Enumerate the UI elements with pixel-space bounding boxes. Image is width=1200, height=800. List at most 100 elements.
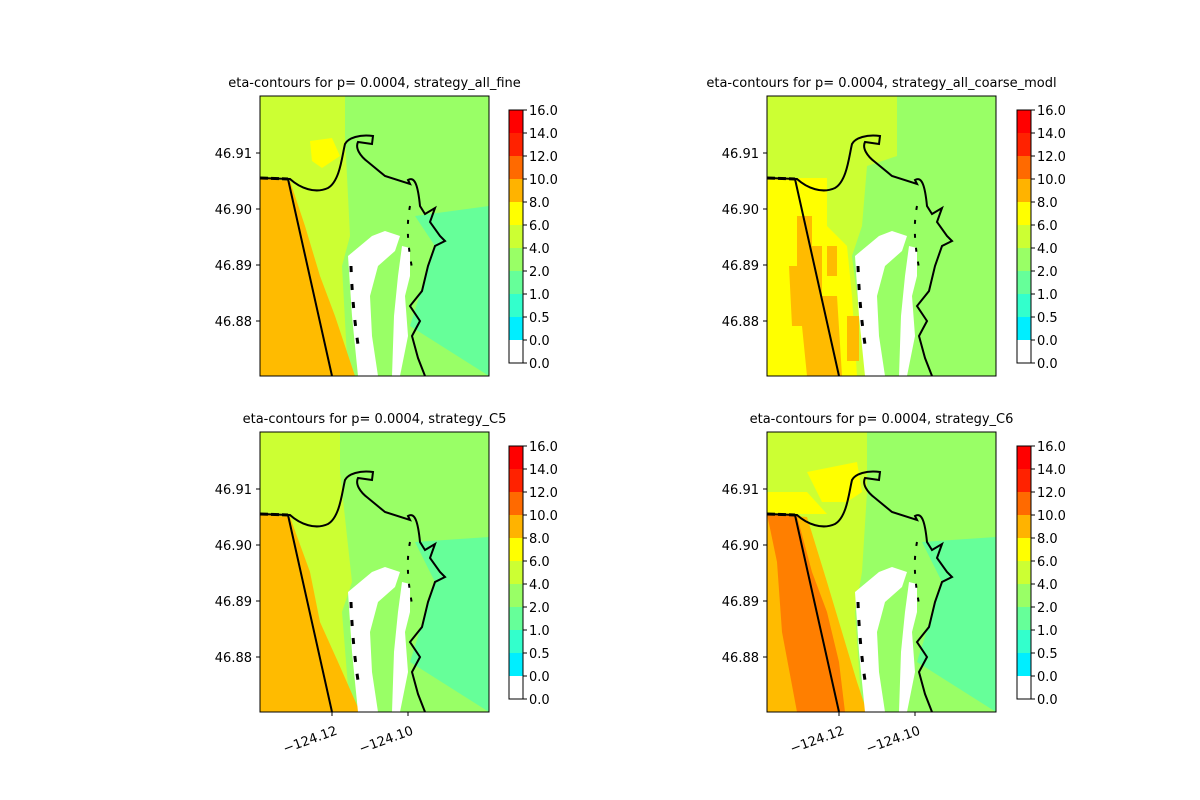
x-tick-label: −124.10 xyxy=(357,724,415,757)
colorbar-tick-label: 16.0 xyxy=(1037,440,1066,455)
colorbar-tick-label: 14.0 xyxy=(1037,463,1066,478)
y-tick-label: 46.91 xyxy=(722,483,759,498)
map-panel: eta-contours for p= 0.0004, strategy_C6 4… xyxy=(722,412,1014,757)
dry-land xyxy=(899,582,917,712)
panel-title: eta-contours for p= 0.0004, strategy_all… xyxy=(706,76,1056,91)
y-tick-label: 46.90 xyxy=(722,539,759,554)
jetty-line xyxy=(794,514,840,712)
colorbar-tick-label: 0.0 xyxy=(1037,693,1058,708)
y-tick-label: 46.91 xyxy=(215,483,252,498)
dry-land xyxy=(348,231,400,376)
colorbar-segment xyxy=(1017,202,1031,225)
colorbar-tick-label: 2.0 xyxy=(529,601,550,616)
colorbar-tick-label: 12.0 xyxy=(1037,486,1066,501)
inner-shoal xyxy=(913,541,920,605)
contour-region xyxy=(767,514,845,712)
colorbar-tick-label: 0.0 xyxy=(529,357,550,372)
colorbar-tick-label: 8.0 xyxy=(1037,532,1058,547)
colorbar-tick-label: 14.0 xyxy=(529,463,558,478)
contour-region xyxy=(847,316,859,361)
contour-region xyxy=(310,138,340,168)
colorbar-tick-label: 14.0 xyxy=(529,127,558,142)
contour-region xyxy=(410,206,489,376)
contour-region xyxy=(917,537,996,712)
colorbar: 16.0 14.0 12.0 10.0 8.0 6.0 4.0 2.0 1.0 0.5 0.0 0.0 xyxy=(1016,104,1066,372)
colorbar-segment xyxy=(509,446,523,469)
contour-region xyxy=(260,178,315,376)
inner-shoal xyxy=(406,541,413,605)
colorbar-tick-label: 6.0 xyxy=(1037,555,1058,570)
colorbar-tick-label: 14.0 xyxy=(1037,127,1066,142)
colorbar-segment xyxy=(1017,133,1031,156)
colorbar-tick-label: 12.0 xyxy=(529,150,558,165)
colorbar-segment xyxy=(509,653,523,676)
colorbar-frame xyxy=(1016,445,1032,700)
colorbar-tick-label: 0.0 xyxy=(1037,334,1058,349)
colorbar-segment xyxy=(1017,469,1031,492)
colorbar-segment xyxy=(509,110,523,133)
map-panel: eta-contours for p= 0.0004, strategy_all… xyxy=(706,76,1057,377)
colorbar-segment xyxy=(1017,630,1031,653)
colorbar-tick-label: 1.0 xyxy=(529,624,550,639)
y-tick-label: 46.89 xyxy=(722,259,759,274)
jetty-line xyxy=(794,178,840,376)
colorbar-tick-label: 0.0 xyxy=(1037,357,1058,372)
colorbar-tick-label: 2.0 xyxy=(1037,265,1058,280)
colorbar-segment xyxy=(1017,248,1031,271)
x-tick-label: −124.12 xyxy=(281,724,339,757)
colorbar-segment xyxy=(1017,225,1031,248)
colorbar-tick-label: 10.0 xyxy=(1037,173,1066,188)
y-tick-label: 46.88 xyxy=(215,315,252,330)
shoreline xyxy=(767,470,954,712)
inner-shoal xyxy=(856,601,868,688)
colorbar-tick-label: 12.0 xyxy=(529,486,558,501)
colorbar-segment xyxy=(509,469,523,492)
colorbar-tick-label: 16.0 xyxy=(1037,104,1066,119)
colorbar-segment xyxy=(509,630,523,653)
axes-frame xyxy=(766,431,997,713)
colorbar-tick-label: 8.0 xyxy=(529,532,550,547)
contour-field xyxy=(260,432,489,712)
y-tick-label: 46.91 xyxy=(722,147,759,162)
colorbar-tick-label: 4.0 xyxy=(529,578,550,593)
colorbar-segment xyxy=(509,492,523,515)
colorbar-segment xyxy=(1017,446,1031,469)
colorbar-tick-label: 2.0 xyxy=(1037,601,1058,616)
colorbar-tick-label: 10.0 xyxy=(1037,509,1066,524)
y-tick-label: 46.88 xyxy=(722,651,759,666)
colorbar-segment xyxy=(1017,294,1031,317)
colorbar-tick-label: 4.0 xyxy=(1037,578,1058,593)
colorbar-tick-label: 0.5 xyxy=(1037,647,1058,662)
colorbar-tick-label: 0.5 xyxy=(529,647,550,662)
jetty-line xyxy=(260,512,289,517)
colorbar-tick-label: 0.5 xyxy=(529,311,550,326)
colorbar-segment xyxy=(1017,515,1031,538)
colorbar-tick-label: 10.0 xyxy=(529,509,558,524)
dry-land xyxy=(899,246,917,376)
dry-land xyxy=(855,231,907,376)
colorbar-segment xyxy=(509,607,523,630)
y-tick-label: 46.89 xyxy=(215,259,252,274)
colorbar-segment xyxy=(1017,156,1031,179)
x-tick-label: −124.10 xyxy=(864,724,922,757)
colorbar-tick-label: 0.0 xyxy=(1037,670,1058,685)
panel-title: eta-contours for p= 0.0004, strategy_all… xyxy=(228,76,521,91)
colorbar-segment xyxy=(509,179,523,202)
colorbar-segment xyxy=(1017,271,1031,294)
colorbar-tick-label: 2.0 xyxy=(529,265,550,280)
y-tick-label: 46.90 xyxy=(722,203,759,218)
colorbar-frame xyxy=(1016,109,1032,364)
contour-field xyxy=(767,432,996,712)
colorbar: 16.0 14.0 12.0 10.0 8.0 6.0 4.0 2.0 1.0 0.5 0.0 0.0 xyxy=(508,104,558,372)
colorbar-tick-label: 0.5 xyxy=(1037,311,1058,326)
colorbar-segment xyxy=(509,538,523,561)
inner-shoal xyxy=(406,205,413,269)
contour-region xyxy=(767,492,827,514)
colorbar-segment xyxy=(509,248,523,271)
colorbar-segment xyxy=(509,294,523,317)
colorbar-segment xyxy=(1017,340,1031,363)
colorbar-segment xyxy=(509,225,523,248)
panel-title: eta-contours for p= 0.0004, strategy_C6 xyxy=(750,412,1014,427)
colorbar-tick-label: 1.0 xyxy=(1037,624,1058,639)
dry-land xyxy=(855,567,907,712)
